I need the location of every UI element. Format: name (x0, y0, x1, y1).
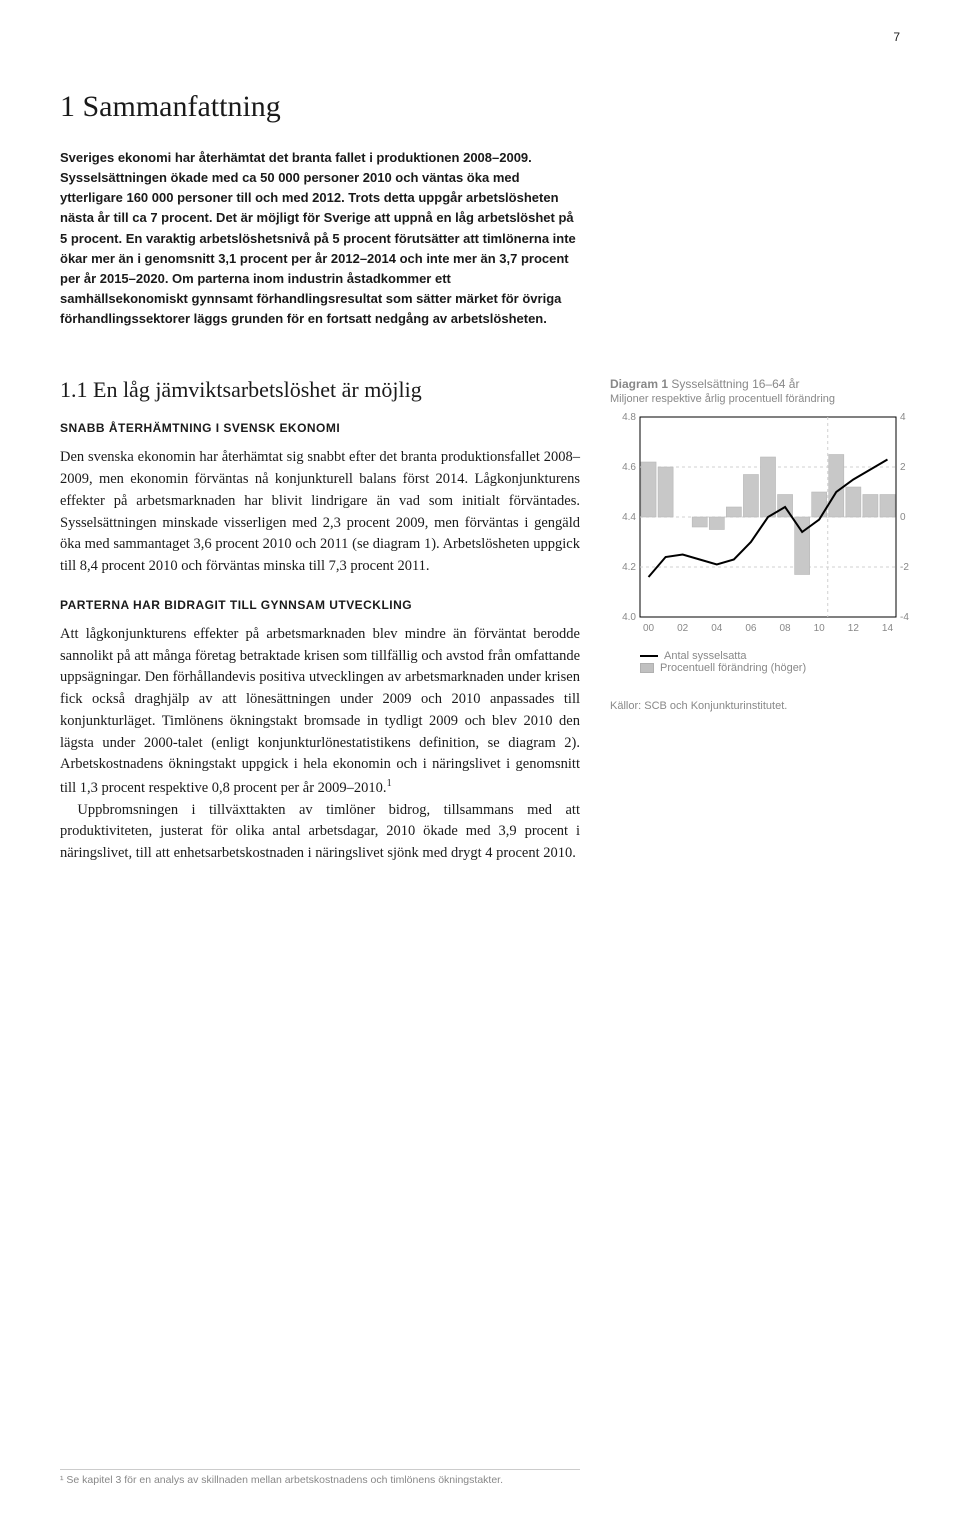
chart-legend: Antal sysselsatta Procentuell förändring… (610, 650, 920, 674)
svg-text:10: 10 (814, 623, 826, 634)
svg-text:4: 4 (900, 412, 906, 423)
svg-text:4.0: 4.0 (622, 612, 636, 623)
legend-box-icon (640, 663, 654, 673)
heading-1: 1 Sammanfattning (60, 90, 900, 124)
heading-2: 1.1 En låg jämviktsarbetslöshet är möjli… (60, 377, 580, 403)
svg-text:14: 14 (882, 623, 894, 634)
svg-text:4.2: 4.2 (622, 562, 636, 573)
svg-text:-4: -4 (900, 612, 909, 623)
chart-subtitle: Miljoner respektive årlig procentuell fö… (610, 393, 920, 405)
page-number: 7 (893, 30, 900, 44)
side-column: Diagram 1 Sysselsättning 16–64 år Miljon… (610, 377, 920, 885)
legend-line-icon (640, 655, 658, 657)
svg-text:08: 08 (780, 623, 792, 634)
paragraph-1: Den svenska ekonomin har återhämtat sig … (60, 447, 580, 578)
legend-box-label: Procentuell förändring (höger) (660, 662, 806, 674)
svg-text:06: 06 (745, 623, 757, 634)
chart-source: Källor: SCB och Konjunkturinstitutet. (610, 700, 920, 712)
lead-paragraph: Sveriges ekonomi har återhämtat det bran… (60, 148, 580, 329)
svg-text:4.8: 4.8 (622, 412, 636, 423)
legend-line-label: Antal sysselsatta (664, 650, 747, 662)
paragraph-2a: Att lågkonjunkturens effekter på arbetsm… (60, 626, 580, 796)
paragraph-2b: Uppbromsningen i tillväxttakten av timlö… (60, 802, 580, 862)
footnote: ¹ Se kapitel 3 för en analys av skillnad… (60, 1469, 580, 1486)
heading-3-b: PARTERNA HAR BIDRAGIT TILL GYNNSAM UTVEC… (60, 598, 580, 612)
svg-text:00: 00 (643, 623, 655, 634)
svg-text:4.4: 4.4 (622, 512, 636, 523)
main-column: 1.1 En låg jämviktsarbetslöshet är möjli… (60, 377, 580, 885)
chart-svg: 4.04.24.44.64.8-4-20240002040608101214 (610, 411, 920, 641)
paragraph-2: Att lågkonjunkturens effekter på arbetsm… (60, 624, 580, 865)
heading-3-a: SNABB ÅTERHÄMTNING I SVENSK EKONOMI (60, 421, 580, 435)
svg-text:2: 2 (900, 462, 906, 473)
svg-text:-2: -2 (900, 562, 909, 573)
svg-text:0: 0 (900, 512, 906, 523)
chart-title: Diagram 1 Sysselsättning 16–64 år (610, 377, 920, 391)
svg-text:12: 12 (848, 623, 860, 634)
svg-text:02: 02 (677, 623, 689, 634)
svg-text:04: 04 (711, 623, 723, 634)
svg-text:4.6: 4.6 (622, 462, 636, 473)
